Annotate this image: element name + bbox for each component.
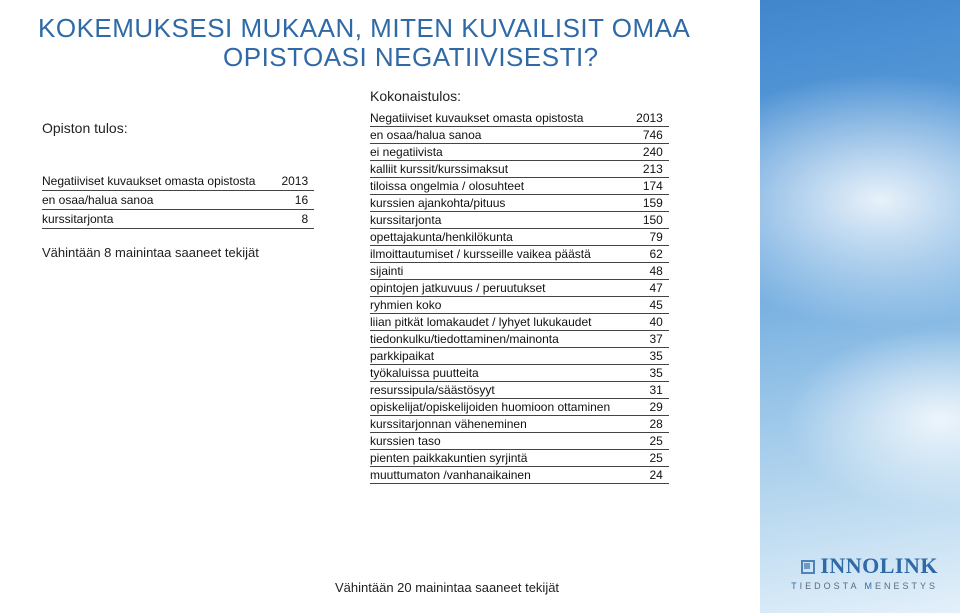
table-row: tiedonkulku/tiedottaminen/mainonta37	[370, 331, 669, 348]
slide-title: KOKEMUKSESI MUKAAN, MITEN KUVAILISIT OMA…	[0, 0, 960, 71]
cell-value: 174	[616, 178, 669, 195]
cell-label: Negatiiviset kuvaukset omasta opistosta	[42, 172, 261, 191]
slide-content: KOKEMUKSESI MUKAAN, MITEN KUVAILISIT OMA…	[0, 0, 960, 613]
cell-value: 25	[616, 450, 669, 467]
cell-label: opettajakunta/henkilökunta	[370, 229, 616, 246]
table-row: opettajakunta/henkilökunta79	[370, 229, 669, 246]
table-row: kurssitarjonta150	[370, 212, 669, 229]
table-row: en osaa/halua sanoa 16	[42, 191, 314, 210]
right-column: Kokonaistulos: Negatiiviset kuvaukset om…	[370, 88, 730, 484]
title-line-2: OPISTOASI NEGATIIVISESTI?	[38, 43, 960, 72]
footer-caption: Vähintään 20 mainintaa saaneet tekijät	[335, 580, 559, 595]
cell-label: kurssien taso	[370, 433, 616, 450]
left-heading: Opiston tulos:	[42, 120, 322, 136]
cell-label: tiedonkulku/tiedottaminen/mainonta	[370, 331, 616, 348]
logo-square-icon	[800, 559, 816, 575]
logo-brand-text: INNOLINK	[820, 553, 938, 578]
cell-value: 35	[616, 365, 669, 382]
cell-label: kurssitarjonta	[42, 210, 261, 229]
cell-value: 150	[616, 212, 669, 229]
cell-label: ilmoittautumiset / kursseille vaikea pää…	[370, 246, 616, 263]
cell-label: Negatiiviset kuvaukset omasta opistosta	[370, 110, 616, 127]
cell-label: kalliit kurssit/kurssimaksut	[370, 161, 616, 178]
cell-value: 35	[616, 348, 669, 365]
table-row: ryhmien koko45	[370, 297, 669, 314]
left-caption: Vähintään 8 mainintaa saaneet tekijät	[42, 245, 322, 260]
cell-label: ei negatiivista	[370, 144, 616, 161]
table-row: ilmoittautumiset / kursseille vaikea pää…	[370, 246, 669, 263]
cell-value: 213	[616, 161, 669, 178]
table-row: Negatiiviset kuvaukset omasta opistosta2…	[370, 110, 669, 127]
title-line-1: KOKEMUKSESI MUKAAN, MITEN KUVAILISIT OMA…	[38, 13, 690, 43]
table-row: en osaa/halua sanoa746	[370, 127, 669, 144]
table-row: tiloissa ongelmia / olosuhteet174	[370, 178, 669, 195]
table-row: liian pitkät lomakaudet / lyhyet lukukau…	[370, 314, 669, 331]
cell-label: en osaa/halua sanoa	[42, 191, 261, 210]
cell-value: 40	[616, 314, 669, 331]
tagline-part: IEDOSTA	[800, 581, 865, 591]
table-row: kurssitarjonta 8	[42, 210, 314, 229]
cell-label: kurssitarjonnan väheneminen	[370, 416, 616, 433]
right-table: Negatiiviset kuvaukset omasta opistosta2…	[370, 110, 669, 484]
cell-label: sijainti	[370, 263, 616, 280]
cell-value: 159	[616, 195, 669, 212]
cell-value: 48	[616, 263, 669, 280]
cell-value: 25	[616, 433, 669, 450]
table-row: kurssien ajankohta/pituus159	[370, 195, 669, 212]
table-row: kalliit kurssit/kurssimaksut213	[370, 161, 669, 178]
table-row: Negatiiviset kuvaukset omasta opistosta …	[42, 172, 314, 191]
cell-value: 16	[261, 191, 314, 210]
table-row: kurssien taso25	[370, 433, 669, 450]
cell-value: 240	[616, 144, 669, 161]
table-row: muuttumaton /vanhanaikainen24	[370, 467, 669, 484]
tagline-part: T	[791, 581, 800, 591]
brand-logo: INNOLINK TIEDOSTA MENESTYS	[791, 553, 938, 591]
tagline-part: ENESTYS	[875, 581, 938, 591]
table-row: opiskelijat/opiskelijoiden huomioon otta…	[370, 399, 669, 416]
cell-label: opiskelijat/opiskelijoiden huomioon otta…	[370, 399, 616, 416]
table-row: ei negatiivista240	[370, 144, 669, 161]
cell-label: kurssien ajankohta/pituus	[370, 195, 616, 212]
cell-value: 8	[261, 210, 314, 229]
table-row: opintojen jatkuvuus / peruutukset47	[370, 280, 669, 297]
cell-value: 45	[616, 297, 669, 314]
cell-value: 28	[616, 416, 669, 433]
left-table: Negatiiviset kuvaukset omasta opistosta …	[42, 172, 314, 229]
cell-label: en osaa/halua sanoa	[370, 127, 616, 144]
table-row: resurssipula/säästösyyt31	[370, 382, 669, 399]
cell-value: 47	[616, 280, 669, 297]
left-column: Opiston tulos: Negatiiviset kuvaukset om…	[42, 120, 322, 260]
cell-value: 62	[616, 246, 669, 263]
cell-value: 2013	[616, 110, 669, 127]
right-heading: Kokonaistulos:	[370, 88, 730, 104]
cell-value: 37	[616, 331, 669, 348]
cell-label: tiloissa ongelmia / olosuhteet	[370, 178, 616, 195]
cell-value: 79	[616, 229, 669, 246]
cell-label: ryhmien koko	[370, 297, 616, 314]
table-row: pienten paikkakuntien syrjintä25	[370, 450, 669, 467]
tagline-part: M	[864, 581, 875, 591]
cell-value: 29	[616, 399, 669, 416]
cell-label: liian pitkät lomakaudet / lyhyet lukukau…	[370, 314, 616, 331]
cell-label: kurssitarjonta	[370, 212, 616, 229]
cell-label: parkkipaikat	[370, 348, 616, 365]
cell-label: muuttumaton /vanhanaikainen	[370, 467, 616, 484]
cell-value: 31	[616, 382, 669, 399]
table-row: parkkipaikat35	[370, 348, 669, 365]
cell-label: työkaluissa puutteita	[370, 365, 616, 382]
logo-row: INNOLINK	[791, 553, 938, 579]
cell-label: resurssipula/säästösyyt	[370, 382, 616, 399]
cell-value: 746	[616, 127, 669, 144]
cell-label: pienten paikkakuntien syrjintä	[370, 450, 616, 467]
logo-tagline: TIEDOSTA MENESTYS	[791, 581, 938, 591]
cell-label: opintojen jatkuvuus / peruutukset	[370, 280, 616, 297]
table-row: työkaluissa puutteita35	[370, 365, 669, 382]
table-row: kurssitarjonnan väheneminen28	[370, 416, 669, 433]
table-row: sijainti48	[370, 263, 669, 280]
cell-value: 24	[616, 467, 669, 484]
cell-value: 2013	[261, 172, 314, 191]
